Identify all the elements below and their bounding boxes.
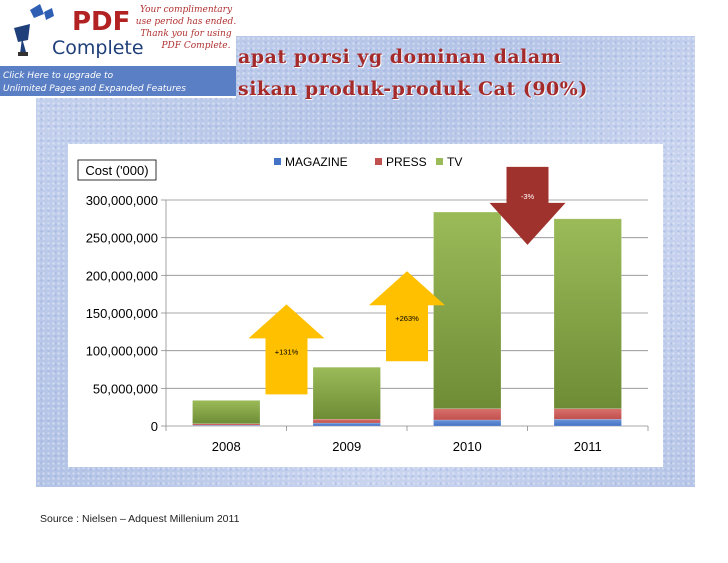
growth-arrow-down-2011: [489, 166, 566, 245]
growth-label: +263%: [395, 314, 419, 323]
source-note: Source : Nielsen – Adquest Millenium 201…: [40, 513, 240, 525]
expiry-notice: Your complimentary use period has ended.…: [136, 5, 236, 51]
ylabel-box: [77, 159, 157, 181]
notice-line: Thank you for using: [140, 29, 231, 39]
notice-line: use period has ended.: [136, 17, 236, 27]
y-tick-label: 150,000,000: [86, 306, 158, 321]
bar-magazine-2009: [312, 422, 381, 427]
legend-label: TV: [447, 155, 462, 169]
notice-line: Your complimentary: [140, 5, 233, 15]
bar-press-2011: [553, 408, 622, 420]
bar-magazine-2011: [553, 418, 622, 427]
legend-label: MAGAZINE: [285, 155, 348, 169]
stacked-bar-chart: 0 50,000,000 100,000,000 150,000,000 200,000…: [77, 155, 649, 454]
y-tick-label: 0: [151, 419, 158, 434]
bar-tv-2010: [433, 211, 502, 409]
y-tick-label: 250,000,000: [86, 231, 158, 246]
bar-press-2009: [312, 418, 381, 424]
upgrade-link-line-2[interactable]: Unlimited Pages and Expanded Features: [3, 84, 186, 94]
legend-swatch-tv: [436, 158, 443, 165]
legend-swatch-magazine: [274, 158, 281, 165]
y-tick-label: 200,000,000: [86, 268, 158, 283]
y-tick-label: 100,000,000: [86, 344, 158, 359]
upgrade-link-line-1[interactable]: Click Here to upgrade to: [3, 71, 114, 81]
slide-title-line-2: sikan produk-produk Cat (90%): [238, 78, 588, 100]
x-tick-label: 2011: [574, 439, 602, 454]
notice-line: PDF Complete.: [161, 41, 231, 51]
growth-arrow-up-2009: [248, 304, 325, 395]
bar-magazine-2010: [433, 419, 502, 427]
logo-complete-text: Complete: [52, 37, 144, 59]
logo-pdf-text: PDF: [72, 7, 130, 37]
x-tick-label: 2008: [212, 439, 241, 454]
y-tick-label: 300,000,000: [86, 193, 158, 208]
bar-magazine-2008: [192, 424, 261, 427]
y-tick-label: 50,000,000: [93, 381, 158, 396]
bar-tv-2011: [553, 218, 622, 409]
x-tick-label: 2009: [332, 439, 361, 454]
slide-title-line-1: apat porsi yg dominan dalam: [238, 46, 562, 68]
growth-label: -3%: [521, 192, 535, 201]
bar-tv-2008: [192, 400, 261, 424]
legend-swatch-press: [375, 158, 382, 165]
pdf-complete-banner[interactable]: PDF Complete Your complimentary use peri…: [0, 0, 236, 98]
growth-label: +131%: [275, 347, 299, 356]
growth-arrow-up-2010: [369, 271, 445, 362]
bar-press-2010: [433, 408, 502, 421]
x-tick-label: 2010: [453, 439, 482, 454]
bar-tv-2009: [312, 366, 381, 420]
chart-panel: 0 50,000,000 100,000,000 150,000,000 200,000…: [68, 144, 663, 467]
pdf-complete-logo-icon: [14, 4, 54, 56]
y-axis-label: Cost ('000): [85, 163, 148, 178]
upgrade-link-background[interactable]: [0, 66, 236, 96]
legend-label: PRESS: [386, 155, 427, 169]
